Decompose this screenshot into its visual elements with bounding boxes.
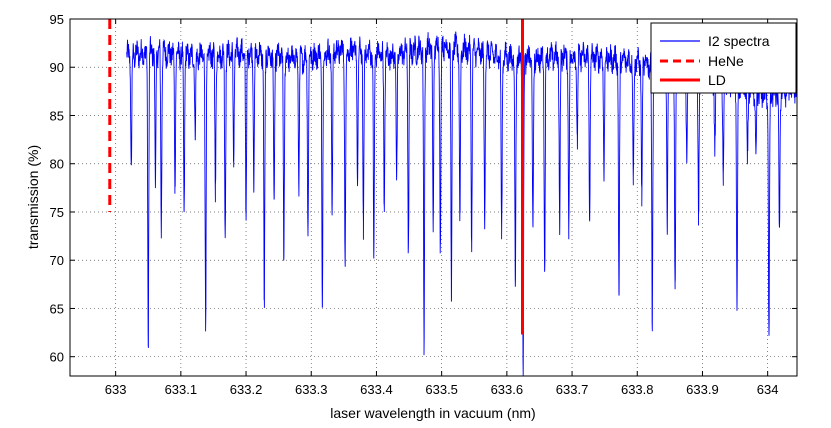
y-tick-label: 60 [50, 350, 64, 365]
x-tick-label: 633.8 [621, 382, 654, 397]
x-tick-label: 633.7 [556, 382, 589, 397]
y-tick-label: 95 [50, 12, 64, 27]
x-tick-label: 633.2 [230, 382, 263, 397]
x-tick-label: 633.5 [425, 382, 458, 397]
x-axis-label: laser wavelength in vacuum (nm) [330, 405, 535, 421]
y-tick-label: 65 [50, 301, 64, 316]
y-tick-label: 80 [50, 157, 64, 172]
axis-ticks: 633 633.1 633.2 633.3 633.4 633.5 633.6 633.7 63… [50, 12, 797, 397]
x-tick-label: 633.6 [491, 382, 524, 397]
y-tick-label: 90 [50, 60, 64, 75]
y-axis-label: transmission (%) [25, 145, 41, 249]
legend-label-ld: LD [708, 72, 726, 88]
x-tick-label: 633 [105, 382, 127, 397]
y-tick-label: 75 [50, 205, 64, 220]
legend-label-hene: HeNe [708, 53, 744, 69]
y-tick-label: 85 [50, 108, 64, 123]
x-tick-label: 633.4 [360, 382, 393, 397]
legend-label-i2: I2 spectra [708, 33, 770, 49]
x-tick-label: 633.1 [165, 382, 198, 397]
x-tick-label: 633.3 [295, 382, 328, 397]
x-tick-label: 633.9 [686, 382, 719, 397]
plot-frame [69, 18, 798, 377]
x-tick-label: 634 [757, 382, 779, 397]
legend: I2 spectra HeNe LD [650, 22, 797, 94]
y-tick-label: 70 [50, 253, 64, 268]
